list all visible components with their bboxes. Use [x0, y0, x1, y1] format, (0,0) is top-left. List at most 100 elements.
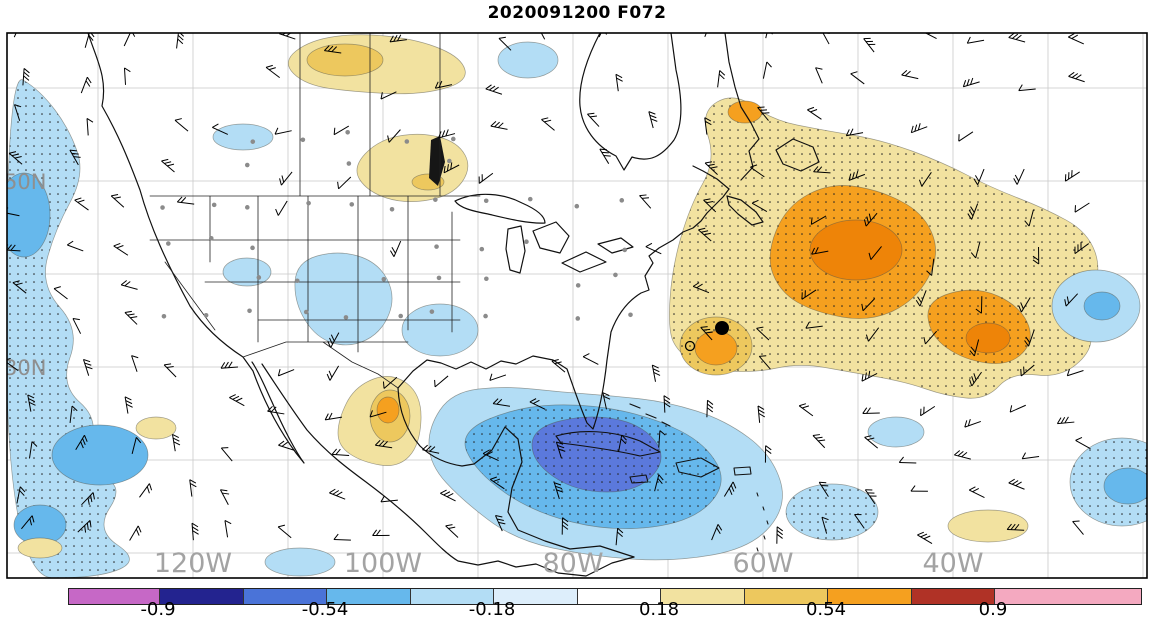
wind-barb [1022, 453, 1039, 459]
wind-barb [14, 22, 24, 37]
anomaly-region [265, 548, 335, 576]
anomaly-region [695, 331, 737, 365]
wind-barb [334, 534, 351, 540]
station-dot [257, 275, 262, 280]
wind-barb [479, 173, 493, 183]
wind-barb [75, 198, 89, 210]
colorbar-tick: -0.9 [140, 600, 175, 619]
wind-barb [338, 177, 351, 189]
anomaly-fill-layer [0, 35, 1154, 578]
stipple-overlay [786, 484, 878, 540]
wind-barb [125, 397, 133, 414]
wind-barb [139, 484, 151, 498]
station-dot [575, 204, 580, 209]
station-dot [250, 139, 255, 144]
wind-barb [541, 118, 554, 131]
station-dot [162, 314, 167, 319]
station-dot [250, 246, 255, 251]
station-dot [212, 203, 217, 208]
wind-barb [87, 118, 93, 135]
wind-barb [917, 532, 932, 543]
anomaly-region [402, 304, 478, 356]
station-dot [295, 278, 300, 283]
wind-barb [276, 201, 288, 216]
station-dot [247, 308, 252, 313]
wind-barb [83, 360, 92, 376]
wind-barb [766, 22, 775, 39]
wind-barb [911, 486, 928, 492]
wind-barb [229, 395, 244, 406]
anomaly-region [728, 101, 762, 123]
station-dot [628, 313, 633, 318]
wind-barb [864, 38, 876, 52]
wind-barb [130, 526, 141, 541]
lake-huron [533, 222, 569, 253]
wind-barb [266, 65, 280, 77]
wind-barb [758, 406, 765, 423]
wind-barb [649, 112, 657, 128]
wind-barb [587, 113, 599, 126]
wind-barb [583, 354, 598, 365]
station-dot [209, 236, 214, 241]
station-dot [245, 163, 250, 168]
wind-barb [491, 121, 508, 129]
station-dot [398, 314, 403, 319]
wind-barb [599, 22, 610, 37]
lake-ontario [598, 238, 633, 253]
station-dot [344, 315, 349, 320]
station-dot [160, 205, 165, 210]
wind-barb [1009, 33, 1025, 42]
wind-barb [121, 281, 137, 290]
wind-barb [114, 243, 128, 255]
station-dot [619, 198, 624, 203]
station-dot [347, 161, 352, 166]
anomaly-region [1104, 468, 1152, 504]
station-dot [524, 239, 529, 244]
wind-barb [965, 419, 981, 427]
wind-barb [616, 74, 623, 91]
wind-barb [600, 149, 611, 164]
station-dot [430, 309, 435, 314]
wind-barb [969, 487, 984, 498]
wind-barb [161, 159, 174, 172]
station-dot [447, 159, 452, 164]
station-dot [306, 201, 311, 206]
wind-barb [280, 172, 293, 185]
station-dot [528, 197, 533, 202]
wind-barb [1069, 72, 1085, 81]
wind-barb [390, 241, 400, 257]
anomaly-region [498, 42, 558, 78]
wind-barb [279, 30, 295, 39]
anomaly-region [18, 538, 62, 558]
wind-barb [718, 70, 725, 87]
wind-barb [963, 78, 979, 87]
wind-barb [777, 527, 783, 544]
wind-barb [911, 123, 927, 132]
wind-barb [177, 197, 194, 204]
wind-barb [1065, 170, 1079, 181]
lat-label: 50N [4, 170, 46, 194]
anomaly-region [307, 44, 383, 76]
wind-barb [490, 374, 506, 381]
wind-barb [275, 128, 292, 134]
wind-barb [73, 319, 81, 334]
colorbar-tick: 0.18 [639, 600, 679, 619]
wind-barb [278, 441, 294, 450]
wind-barb [1075, 203, 1089, 212]
lon-label: 80W [542, 548, 603, 579]
wind-barb [486, 85, 502, 94]
station-dot [204, 313, 209, 318]
wind-barb [954, 450, 970, 459]
station-dot [451, 137, 456, 142]
coastline-hudson-bay [580, 33, 681, 170]
wind-barb [902, 70, 919, 78]
wind-barb [221, 448, 232, 462]
lon-label: 100W [344, 548, 422, 579]
wind-barb [225, 520, 231, 537]
anomaly-region [136, 417, 176, 439]
station-dot [576, 283, 581, 288]
lake-michigan [506, 226, 525, 273]
lat-label: 30N [4, 356, 46, 380]
wind-barb [125, 311, 137, 324]
lon-label: 40W [922, 548, 983, 579]
